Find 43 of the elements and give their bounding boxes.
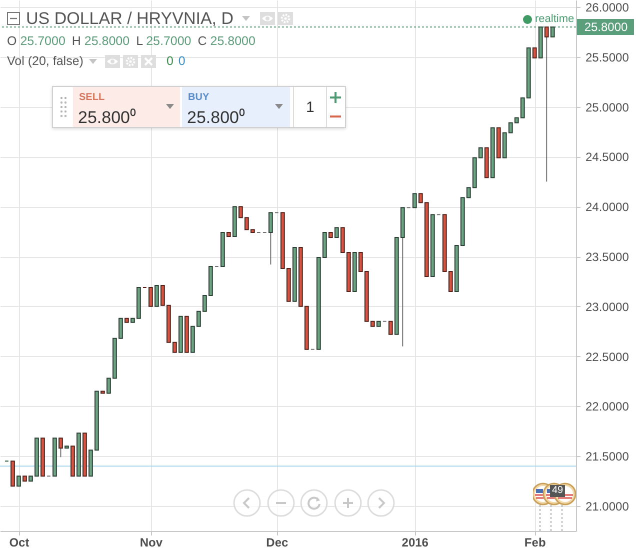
annotation: SELL — [79, 92, 105, 103]
candlestick — [148, 286, 153, 307]
y-tick-label: 21.5000 — [586, 450, 630, 464]
candlestick — [412, 193, 417, 208]
text: O 25.7000 H 25.8000 L 25.7000 C 25.8000 — [7, 34, 256, 48]
y-tick-label: 23.5000 — [586, 250, 630, 264]
candlestick — [550, 26, 555, 38]
ref-line-label: 25.8000 — [584, 20, 628, 34]
annotation: 0 — [178, 54, 186, 68]
y-tick-label: 24.0000 — [586, 200, 630, 214]
x-tick-label: 2016 — [402, 536, 429, 550]
candlestick — [334, 227, 339, 238]
sell-button: SELL 25.800⁰ — [73, 87, 180, 127]
annotation: realtime — [535, 13, 574, 25]
annotation: BUY — [188, 92, 210, 103]
x-tick-label: Dec — [266, 536, 288, 550]
candlestick — [388, 320, 393, 335]
candlestick — [16, 476, 21, 487]
candlestick — [544, 26, 549, 182]
candlestick — [268, 212, 273, 265]
text: US DOLLAR / HRYVNIA, D — [26, 9, 234, 28]
y-tick-label: 23.0000 — [586, 300, 630, 314]
candlestick — [532, 47, 537, 58]
y-tick-label: 26.0000 — [586, 0, 630, 14]
y-tick-label: 22.0000 — [586, 400, 630, 414]
y-tick-label: 21.0000 — [586, 500, 630, 514]
quantity-field: 1 — [293, 87, 327, 127]
x-tick-label: Feb — [524, 536, 546, 550]
y-tick-label: 22.5000 — [586, 350, 630, 364]
buy-button: BUY 25.800⁰ — [182, 87, 290, 127]
annotation: Vol (20, false) — [7, 54, 84, 68]
annotation: 0 — [166, 54, 174, 68]
annotation: 49 — [550, 485, 566, 497]
annotation: 1 — [306, 99, 314, 116]
y-tick-label: 25.5000 — [586, 50, 630, 64]
annotation: 25.800⁰ — [187, 107, 245, 128]
candlestick — [154, 284, 159, 307]
annotation: 25.800⁰ — [78, 107, 136, 128]
x-tick-label: Oct — [9, 536, 30, 550]
y-tick-label: 24.5000 — [586, 150, 630, 164]
x-tick-label: Nov — [140, 536, 163, 550]
y-tick-label: 25.0000 — [586, 100, 630, 114]
candlestick — [58, 438, 63, 458]
